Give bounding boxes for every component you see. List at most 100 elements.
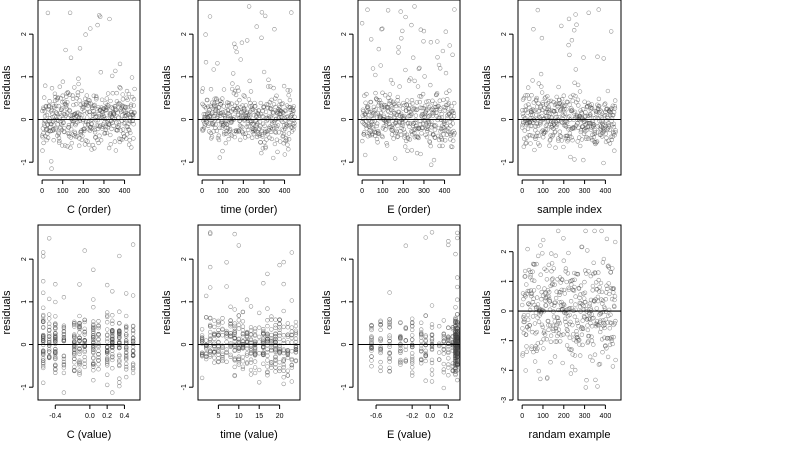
data-point [252,348,258,354]
data-point [594,280,599,285]
data-point [119,109,124,114]
data-point [419,320,424,325]
data-point [380,26,385,31]
data-point [77,358,82,363]
data-point [49,107,54,113]
data-point [104,130,110,136]
data-point [42,109,47,114]
data-point [261,339,266,344]
data-point [125,97,130,102]
data-point [105,361,110,366]
data-point [603,139,609,145]
data-point [208,113,213,119]
data-point [105,382,110,388]
data-point [53,356,58,361]
data-point [594,306,599,311]
data-point [428,103,433,108]
data-point [527,96,532,101]
data-point [63,143,68,148]
data-point [201,103,206,108]
data-point [116,125,121,130]
data-point [398,335,403,341]
data-point [93,135,98,140]
data-point [390,126,395,131]
data-point [597,103,602,109]
data-point [248,325,254,330]
data-point [446,347,451,352]
data-point [262,140,267,145]
data-point [105,348,110,353]
data-point [277,98,282,104]
data-point [41,360,46,365]
y-tick-label: 2 [21,257,28,261]
data-point [277,345,282,350]
data-point [58,107,64,112]
data-point [573,302,578,307]
data-point [252,326,258,331]
data-point [240,324,246,329]
data-point [273,332,278,337]
y-axis-title: residuals [321,290,333,335]
data-point [601,56,606,61]
data-point [599,109,604,114]
data-point [442,121,447,126]
data-point [232,88,238,94]
data-point [554,122,560,127]
data-point [590,358,595,363]
data-point [130,352,136,357]
data-point [244,334,250,340]
data-point [586,269,591,274]
data-point [400,106,406,111]
data-point [47,331,52,337]
data-point [252,370,258,376]
data-point [277,327,282,332]
data-point [565,137,571,142]
data-point [532,118,538,123]
data-point [578,108,583,113]
data-point [132,86,137,92]
data-point [97,13,102,18]
y-tick-label: 2 [501,250,508,254]
data-point [56,103,61,109]
data-point [550,276,555,281]
data-point [234,100,240,105]
data-point [72,353,77,358]
data-point [399,120,405,125]
data-point [289,356,294,362]
data-point [117,359,122,364]
data-point [85,139,90,144]
data-point [596,277,601,283]
data-point [83,32,88,37]
data-point [428,40,434,45]
data-point [236,322,241,328]
data-point [450,325,455,330]
data-point [91,325,96,331]
data-point [226,111,231,116]
data-point [248,337,254,342]
data-point [428,143,433,149]
x-tick-label: 100 [377,188,389,195]
data-point [448,132,454,138]
data-point [577,337,582,343]
data-point [416,66,421,71]
data-point [432,101,438,106]
data-point [540,324,545,330]
data-point [130,339,136,344]
data-point [374,136,380,142]
data-point [405,121,410,126]
data-point [117,342,122,348]
data-point [453,320,458,325]
data-point [240,334,246,339]
data-point [378,349,383,354]
data-point [75,120,80,125]
data-point [126,112,131,117]
data-point [228,132,233,137]
data-point [72,333,77,338]
data-point [240,354,246,360]
data-point [289,325,294,330]
data-point [386,109,391,114]
data-point [293,345,299,350]
data-point [110,289,115,294]
data-point [68,55,74,60]
